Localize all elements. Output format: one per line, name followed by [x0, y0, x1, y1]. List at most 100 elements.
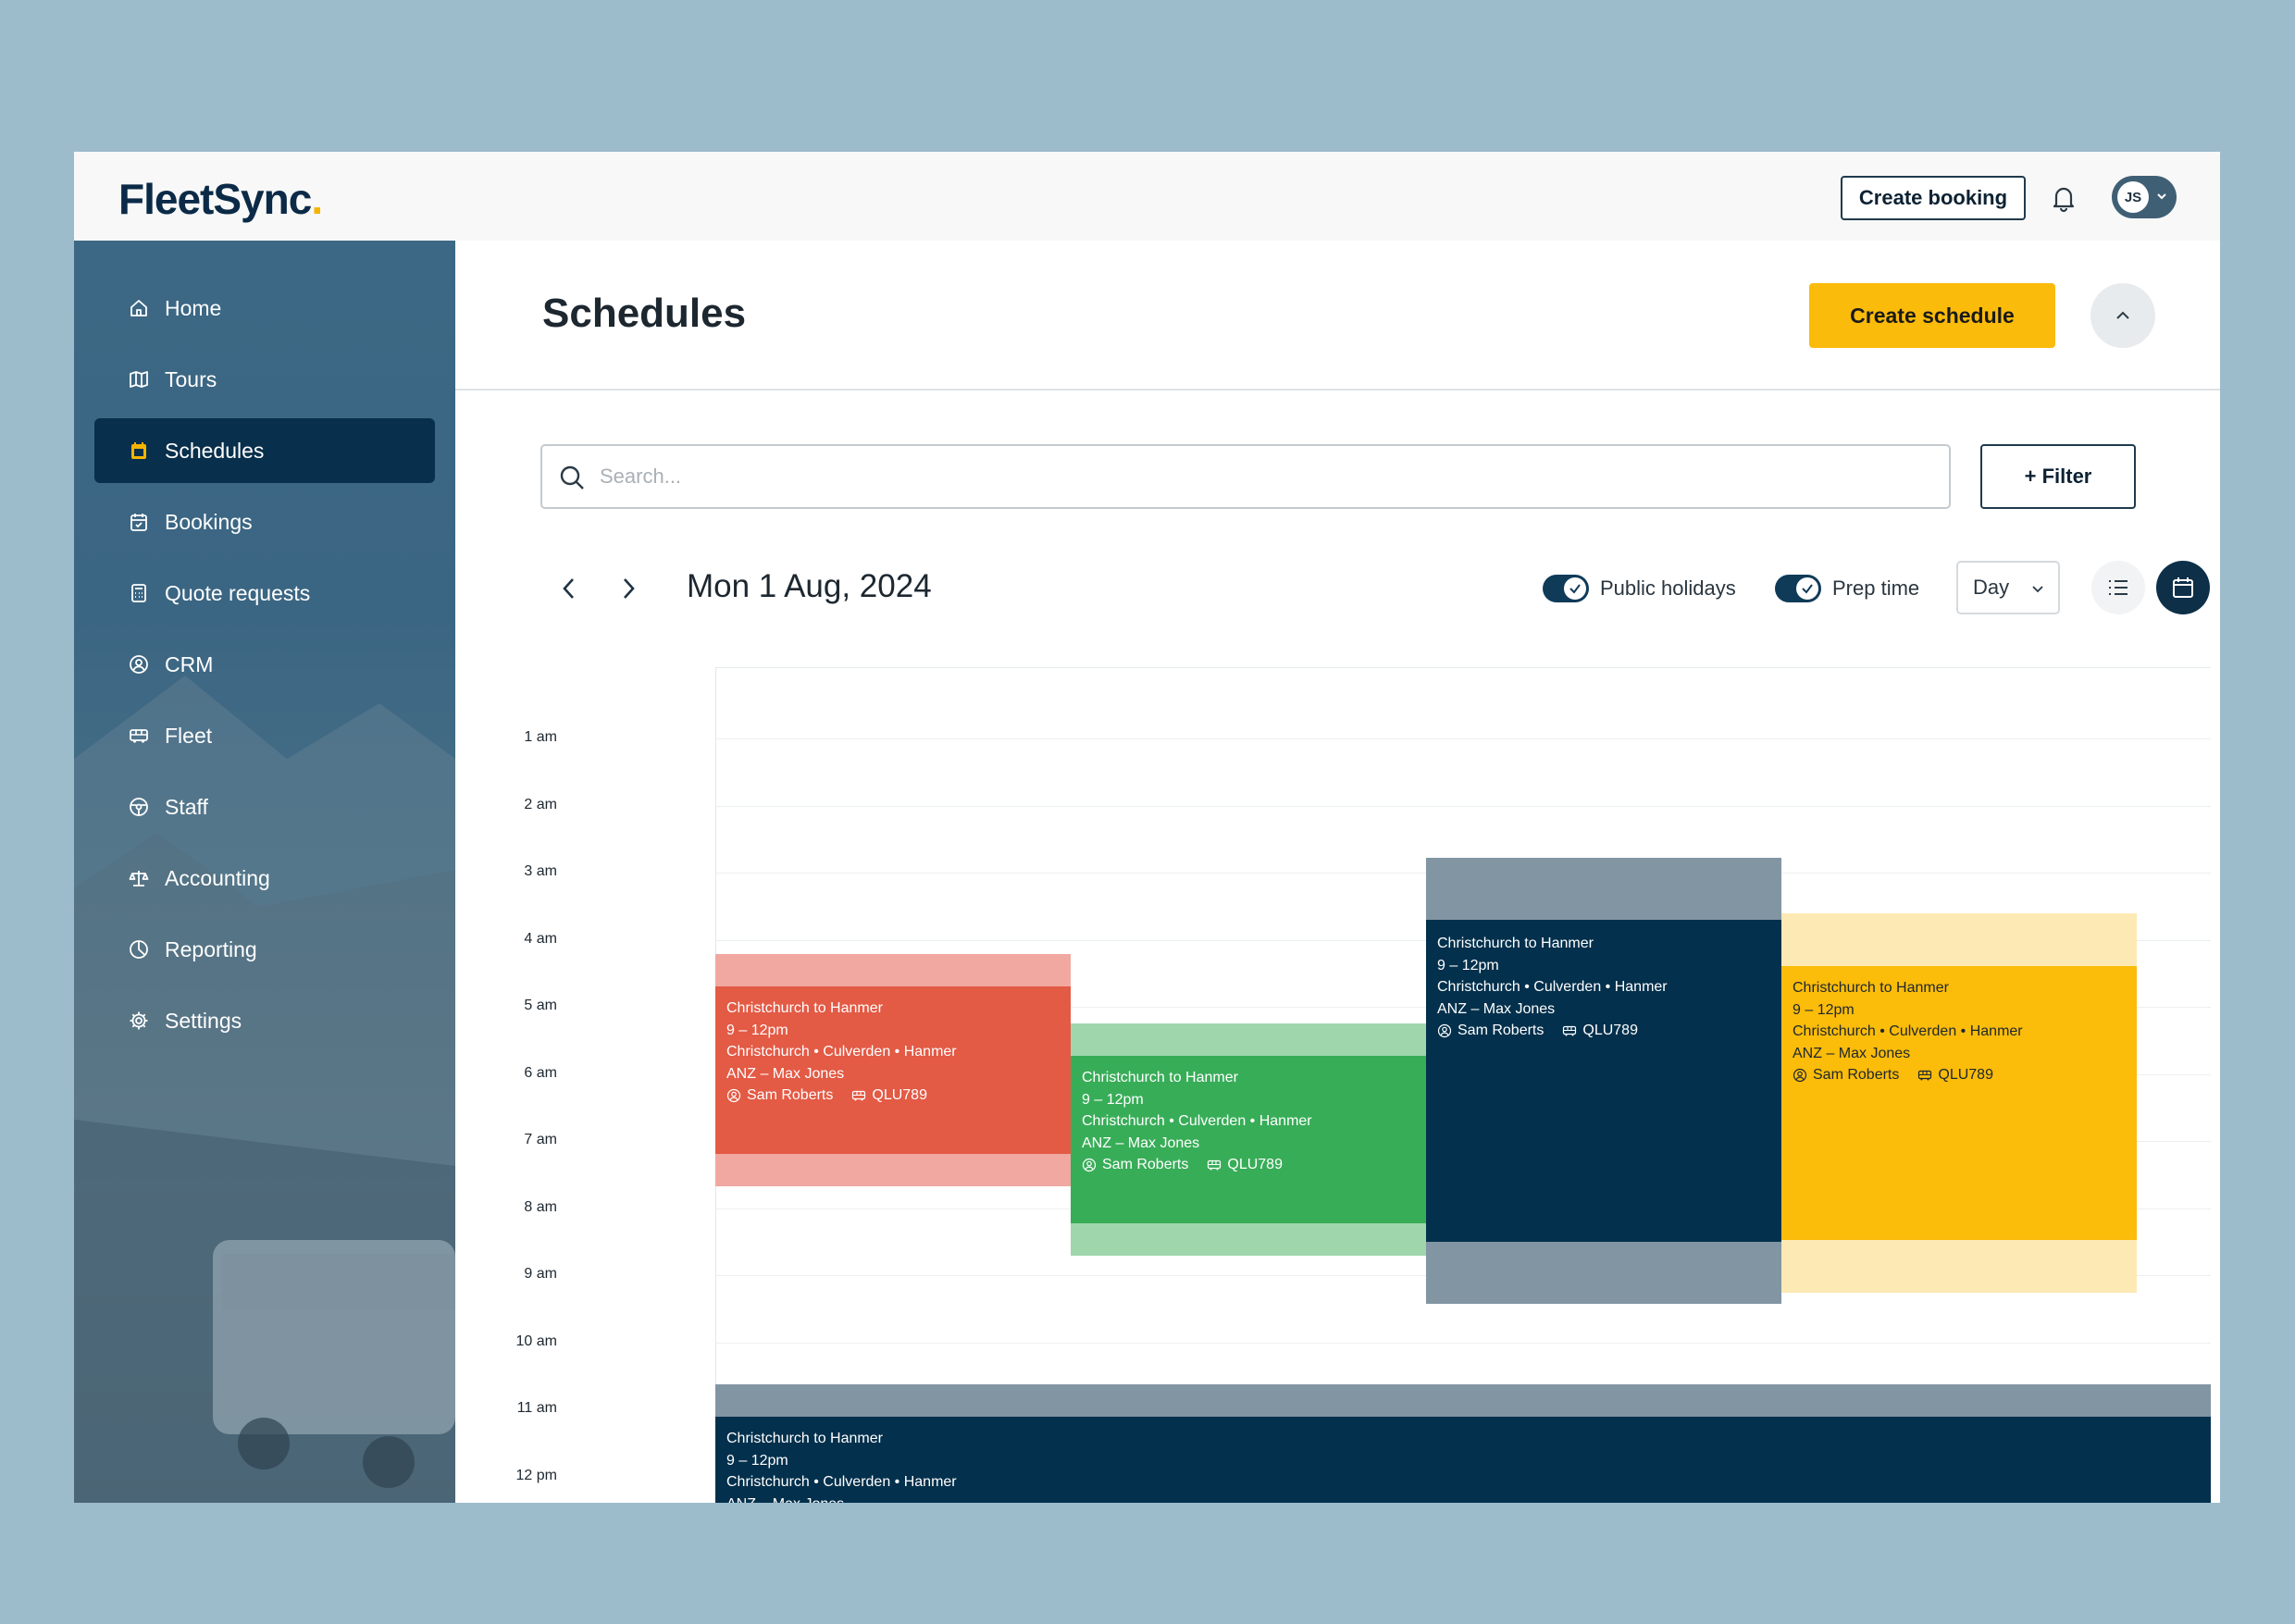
user-icon: [1437, 1023, 1452, 1037]
toggle-switch[interactable]: [1775, 575, 1821, 602]
user-menu[interactable]: JS: [2112, 176, 2177, 218]
hour-label: 2 am: [524, 796, 557, 812]
event-vehicle: QLU789: [1227, 1157, 1283, 1172]
sidebar: Home Tours Schedules Bookings Quote requests…: [74, 241, 455, 1503]
sidebar-item-home[interactable]: Home: [94, 276, 435, 341]
list-view-button[interactable]: [2091, 561, 2145, 614]
user-icon: [726, 1088, 741, 1102]
calendar-check-icon: [128, 511, 150, 533]
user-icon: [1793, 1068, 1807, 1082]
sidebar-item-label: Fleet: [165, 723, 213, 748]
schedule-event[interactable]: Christchurch to Hanmer 9 – 12pm Christchur…: [1071, 1023, 1426, 1256]
prep-time-toggle[interactable]: Prep time: [1775, 574, 1919, 603]
event-driver: Sam Roberts: [1458, 1023, 1544, 1038]
chevron-left-icon: [563, 578, 574, 599]
chevron-up-icon: [2116, 311, 2129, 319]
event-route: Christchurch • Culverden • Hanmer: [1793, 1023, 2023, 1039]
sidebar-item-staff[interactable]: Staff: [94, 775, 435, 839]
chevron-down-icon: [2154, 189, 2169, 204]
public-holidays-toggle[interactable]: Public holidays: [1543, 574, 1736, 603]
gear-icon: [128, 1010, 150, 1032]
sidebar-item-settings[interactable]: Settings: [94, 988, 435, 1053]
event-driver: Sam Roberts: [1102, 1157, 1189, 1172]
hour-label: 5 am: [524, 998, 557, 1013]
sidebar-item-crm[interactable]: CRM: [94, 632, 435, 697]
logo-dot: .: [311, 175, 323, 223]
calendar-view-button[interactable]: [2156, 561, 2210, 614]
bell-icon[interactable]: [2045, 180, 2082, 217]
schedule-event[interactable]: Christchurch to Hanmer 9 – 12pm Christchur…: [1781, 913, 2137, 1293]
hour-label: 7 am: [524, 1132, 557, 1147]
next-day-button[interactable]: [614, 572, 642, 605]
create-schedule-button[interactable]: Create schedule: [1809, 283, 2055, 348]
event-driver: Sam Roberts: [1813, 1067, 1900, 1083]
event-body: [1071, 1056, 1426, 1223]
event-vehicle: QLU789: [1938, 1067, 1993, 1083]
sidebar-item-label: CRM: [165, 651, 214, 676]
event-title: Christchurch to Hanmer: [726, 1431, 883, 1446]
scale-icon: [128, 867, 150, 889]
event-client: ANZ – Max Jones: [1437, 1000, 1556, 1017]
sidebar-item-label: Schedules: [165, 438, 265, 463]
sidebar-item-label: Settings: [165, 1008, 242, 1033]
sidebar-item-bookings[interactable]: Bookings: [94, 490, 435, 554]
create-booking-button[interactable]: Create booking: [1841, 176, 2026, 220]
event-title: Christchurch to Hanmer: [1082, 1070, 1238, 1085]
prep-time-after: [1781, 1240, 2137, 1293]
grid-line: [715, 1342, 2211, 1344]
current-date: Mon 1 Aug, 2024: [687, 568, 932, 604]
event-title: Christchurch to Hanmer: [1437, 936, 1594, 951]
sidebar-item-fleet[interactable]: Fleet: [94, 703, 435, 768]
prep-time-before: [1426, 858, 1781, 920]
hour-label: 12 pm: [515, 1467, 557, 1483]
sidebar-item-schedules[interactable]: Schedules: [94, 418, 435, 483]
prep-time-after: [1071, 1223, 1426, 1256]
schedule-event[interactable]: Christchurch to Hanmer 9 – 12pm Christchur…: [1426, 858, 1781, 1304]
toggle-label: Public holidays: [1600, 576, 1736, 600]
hour-label: 4 am: [524, 930, 557, 947]
event-title: Christchurch to Hanmer: [1793, 980, 1949, 996]
sidebar-item-tours[interactable]: Tours: [94, 347, 435, 412]
steering-wheel-icon: [128, 796, 150, 818]
logo[interactable]: FleetSync.: [118, 174, 323, 224]
chevron-down-icon: [2032, 586, 2043, 593]
header-divider: [455, 389, 2220, 391]
search-box[interactable]: [540, 444, 1951, 509]
bus-icon: [1918, 1070, 1932, 1081]
prep-time-before: [715, 1384, 2211, 1417]
grid-line: [715, 667, 2211, 668]
schedule-event[interactable]: Christchurch to Hanmer 9 – 12pm Christchur…: [715, 954, 1071, 1186]
event-vehicle: QLU789: [1582, 1023, 1638, 1038]
schedule-event[interactable]: Christchurch to Hanmer 9 – 12pm Christchur…: [715, 1384, 2211, 1503]
toggle-label: Prep time: [1832, 576, 1920, 600]
top-bar: FleetSync. Create booking JS: [74, 152, 2220, 241]
view-select[interactable]: Day: [1956, 561, 2060, 614]
event-body: [715, 986, 1071, 1154]
event-route: Christchurch • Culverden • Hanmer: [726, 1044, 957, 1060]
calendar-icon: [128, 440, 150, 462]
event-client: ANZ – Max Jones: [726, 1065, 845, 1082]
hour-label: 6 am: [524, 1064, 557, 1081]
event-vehicle: QLU789: [872, 1087, 927, 1103]
prev-day-button[interactable]: [555, 572, 583, 605]
event-time: 9 – 12pm: [1437, 957, 1499, 973]
collapse-button[interactable]: [2090, 283, 2155, 348]
hour-label: 3 am: [524, 863, 557, 879]
bus-icon: [128, 725, 150, 747]
filter-button[interactable]: + Filter: [1980, 444, 2136, 509]
event-time: 9 – 12pm: [726, 1022, 788, 1038]
sidebar-item-label: Bookings: [165, 509, 253, 534]
sidebar-item-label: Accounting: [165, 865, 270, 890]
toggle-switch[interactable]: [1543, 575, 1589, 602]
sidebar-item-reporting[interactable]: Reporting: [94, 917, 435, 982]
hour-label: 10 am: [515, 1333, 557, 1349]
user-icon: [1082, 1158, 1097, 1172]
search-input[interactable]: [600, 446, 1932, 507]
sidebar-item-quote-requests[interactable]: Quote requests: [94, 561, 435, 626]
sidebar-item-accounting[interactable]: Accounting: [94, 846, 435, 911]
check-icon: [1802, 584, 1813, 594]
grid-line: [715, 805, 2211, 807]
page-title: Schedules: [542, 291, 747, 336]
event-body: [1781, 966, 2137, 1240]
logo-text: FleetSync: [118, 175, 312, 223]
